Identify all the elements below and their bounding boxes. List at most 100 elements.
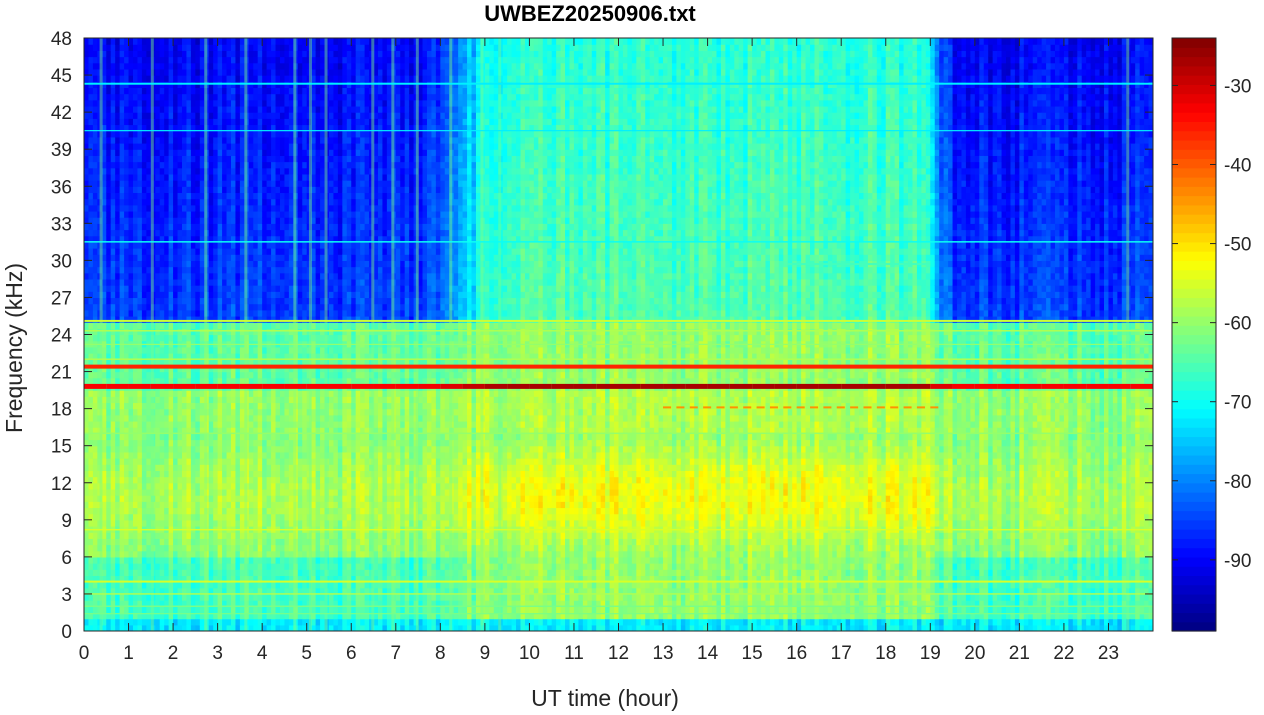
spectrogram-cell <box>137 451 143 459</box>
spectrogram-cell <box>293 396 299 404</box>
spectrogram-cell <box>204 99 210 107</box>
spectrogram-cell <box>279 161 286 169</box>
spectrogram-cell <box>101 445 107 453</box>
spectrogram-cell <box>257 451 263 459</box>
spectrogram-cell <box>235 495 241 502</box>
spectrogram-cell <box>279 198 286 206</box>
spectrogram-cell <box>146 482 152 490</box>
spectrogram-cell <box>84 334 90 342</box>
spectrogram-cell <box>181 377 188 385</box>
spectrogram-cell <box>146 420 152 428</box>
spectrogram-cell <box>288 62 294 70</box>
spectrogram-cell <box>248 402 254 410</box>
spectrogram-cell <box>262 538 268 546</box>
spectrogram-cell <box>124 38 130 45</box>
spectrogram-cell <box>146 223 152 231</box>
spectrogram-cell <box>293 136 299 144</box>
spectrogram-cell <box>311 569 317 577</box>
spectrogram-cell <box>177 414 183 422</box>
spectrogram-cell <box>124 124 130 132</box>
spectrogram-cell <box>306 112 312 119</box>
spectrogram-cell <box>150 470 156 478</box>
spectrogram-cell <box>284 266 290 274</box>
spectrogram-cell <box>311 285 317 292</box>
spectrogram-cell <box>222 593 228 601</box>
spectrogram-cell <box>137 248 143 255</box>
spectrogram-cell <box>266 315 272 323</box>
spectrogram-cell <box>137 377 143 385</box>
spectrogram-cell <box>124 99 130 107</box>
spectrogram-cell <box>133 260 139 268</box>
spectrogram-cell <box>302 414 308 422</box>
spectrogram-cell <box>141 278 147 286</box>
spectrogram-cell <box>92 260 98 268</box>
spectrogram-cell <box>213 272 219 280</box>
spectrogram-cell <box>137 62 143 70</box>
spectrogram-cell <box>133 210 139 218</box>
spectrogram-cell <box>279 68 286 76</box>
spectrogram-cell <box>217 507 223 515</box>
spectrogram-cell <box>217 390 223 397</box>
spectrogram-cell <box>235 328 241 336</box>
spectrogram-cell <box>124 538 130 546</box>
spectrogram-cell <box>297 618 303 626</box>
spectrogram-cell <box>253 260 259 268</box>
spectrogram-cell <box>115 624 121 631</box>
spectrogram-cell <box>168 136 174 144</box>
spectrogram-cell <box>288 470 294 478</box>
spectrogram-cell <box>137 470 143 478</box>
spectrogram-cell <box>150 161 156 169</box>
spectrogram-cell <box>266 322 272 329</box>
spectrogram-cell <box>106 204 112 212</box>
spectrogram-cell <box>168 322 174 329</box>
spectrogram-cell <box>155 260 161 268</box>
spectrogram-cell <box>177 618 183 626</box>
spectrogram-cell <box>239 44 245 51</box>
spectrogram-cell <box>257 272 263 280</box>
spectrogram-cell <box>119 464 125 471</box>
spectrogram-cell <box>253 217 259 224</box>
spectrogram-cell <box>195 569 201 577</box>
spectrogram-cell <box>271 266 277 274</box>
spectrogram-cell <box>92 229 98 237</box>
spectrogram-cell <box>257 519 263 527</box>
spectrogram-cell <box>262 593 268 601</box>
spectrogram-cell <box>288 346 294 354</box>
spectrogram-cell <box>146 161 152 169</box>
spectrogram-cell <box>279 118 286 126</box>
spectrogram-cell <box>208 272 214 280</box>
spectrogram-cell <box>239 346 245 354</box>
spectrogram-cell <box>146 488 152 496</box>
spectrogram-cell <box>124 167 130 175</box>
spectrogram-cell <box>159 396 165 404</box>
spectrogram-cell <box>257 476 263 484</box>
spectrogram-cell <box>199 513 205 521</box>
spectrogram-cell <box>311 532 317 539</box>
spectrogram-cell <box>146 303 152 311</box>
spectrogram-cell <box>84 408 90 416</box>
spectrogram-cell <box>235 414 241 422</box>
spectrogram-cell <box>190 105 196 113</box>
spectrogram-cell <box>257 482 263 490</box>
spectrogram-cell <box>293 235 299 243</box>
spectrogram-cell <box>164 359 170 366</box>
spectrogram-cell <box>306 445 312 453</box>
spectrogram-cell <box>146 328 152 336</box>
spectrogram-cell <box>302 204 308 212</box>
spectrogram-cell <box>137 186 143 194</box>
spectrogram-cell <box>244 507 250 515</box>
spectrogram-cell <box>244 112 250 119</box>
spectrogram-cell <box>88 130 94 138</box>
spectrogram-cell <box>279 581 286 589</box>
spectrogram-cell <box>293 377 299 385</box>
spectrogram-cell <box>288 291 294 299</box>
spectrogram-cell <box>253 544 259 552</box>
spectrogram-cell <box>141 433 147 441</box>
spectrogram-cell <box>181 569 188 577</box>
spectrogram-cell <box>168 396 174 404</box>
spectrogram-cell <box>213 513 219 521</box>
spectrogram-cell <box>248 143 254 150</box>
spectrogram-cell <box>235 488 241 496</box>
spectrogram-cell <box>271 606 277 614</box>
spectrogram-cell <box>186 587 192 595</box>
